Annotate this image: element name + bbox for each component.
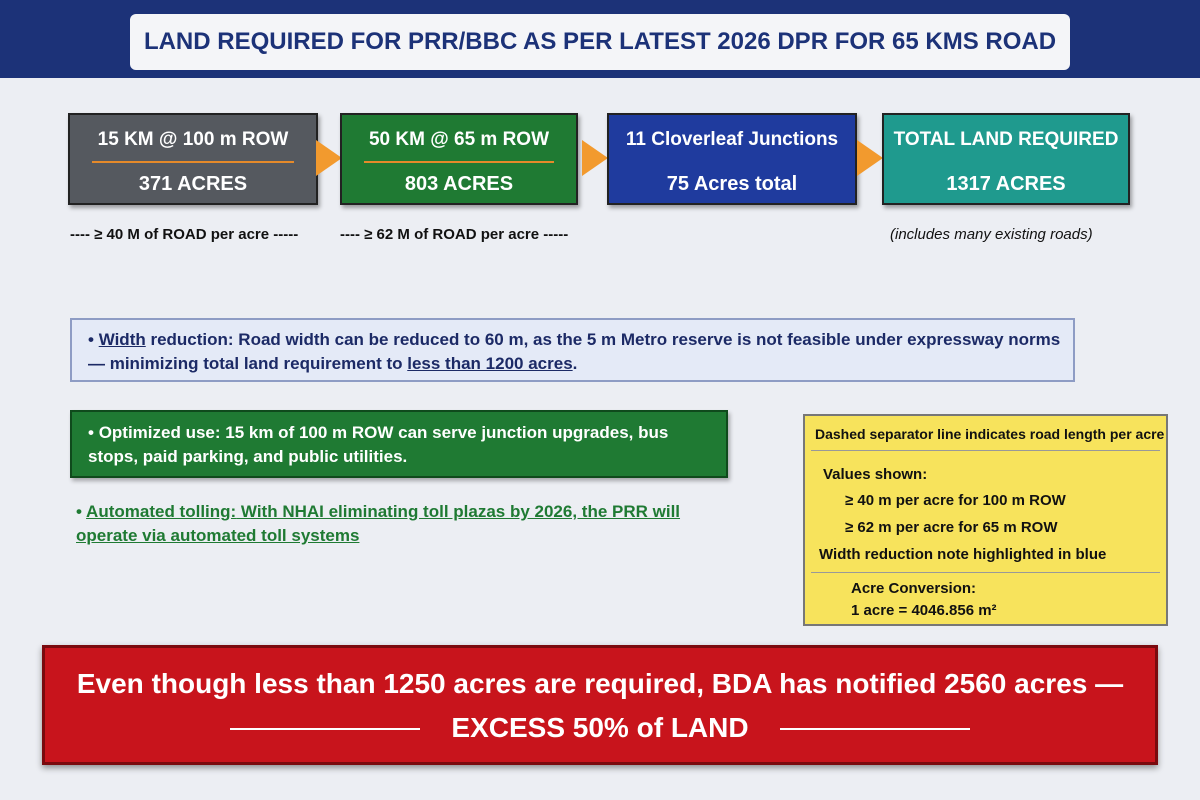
- box-top: 50 KM @ 65 m ROW: [368, 129, 550, 150]
- box-bottom: 75 Acres total: [666, 173, 798, 195]
- box: 11 Cloverleaf Junctions 75 Acres total: [607, 113, 857, 205]
- bullet-text: Automated tolling:: [86, 502, 237, 521]
- banner-text: EXCESS 50% of LAND: [451, 712, 749, 743]
- rule: [780, 728, 970, 730]
- legend-line: ≥ 40 m per acre for 100 m ROW: [845, 492, 1066, 509]
- box-top: TOTAL LAND REQUIRED: [893, 129, 1119, 150]
- legend-line: 1 acre = 4046.856 m²: [851, 602, 997, 619]
- bullet-box: Optimized use: 15 km of 100 m ROW can se…: [70, 410, 728, 478]
- box-top: 15 KM @ 100 m ROW: [97, 129, 289, 150]
- box-top: 11 Cloverleaf Junctions: [625, 129, 839, 150]
- box: 15 KM @ 100 m ROW 371 ACRES: [68, 113, 318, 205]
- header-title: LAND REQUIRED FOR PRR/BBC AS PER LATEST …: [130, 14, 1070, 70]
- banner-text: Even though less than 1250 acres are req…: [76, 668, 1124, 699]
- box: 50 KM @ 65 m ROW 803 ACRES: [340, 113, 578, 205]
- rule: [230, 728, 420, 730]
- divider: [364, 161, 554, 163]
- note: ---- ≥ 62 M of ROAD per acre -----: [340, 226, 569, 243]
- bullet-text: With NHAI eliminating toll plazas by 202…: [76, 502, 681, 545]
- legend-heading: Acre Conversion:: [851, 580, 977, 597]
- legend-title: Dashed separator line indicates road len…: [815, 426, 1165, 442]
- box: TOTAL LAND REQUIRED 1317 ACRES: [882, 113, 1130, 205]
- bullet-text: Width: [98, 330, 146, 349]
- divider: [811, 572, 1160, 573]
- legend-box: Dashed separator line indicates road len…: [803, 414, 1168, 626]
- bullet-text: less than 1200 acres: [407, 354, 573, 373]
- legend-heading: Values shown:: [823, 466, 928, 483]
- divider: [811, 450, 1160, 451]
- box-bottom: 1317 ACRES: [946, 173, 1066, 195]
- divider: [92, 161, 294, 163]
- arrow: [582, 140, 608, 176]
- legend-line: ≥ 62 m per acre for 65 m ROW: [845, 519, 1058, 536]
- arrow: [857, 140, 883, 176]
- box-bottom: 371 ACRES: [138, 173, 248, 195]
- note: ---- ≥ 40 M of ROAD per acre -----: [70, 226, 299, 243]
- box-bottom: 803 ACRES: [404, 173, 514, 195]
- legend-note: Width reduction note highlighted in blue: [819, 546, 1107, 563]
- banner: Even though less than 1250 acres are req…: [42, 645, 1158, 765]
- note: (includes many existing roads): [890, 226, 1093, 243]
- bullet-box: Width reduction: Road width can be reduc…: [70, 318, 1075, 382]
- bullet-text: Optimized use: 15 km of 100 m ROW can se…: [88, 423, 669, 466]
- bullet-text: reduction: Road width can be reduced to …: [88, 330, 1061, 373]
- bullet: Automated tolling: With NHAI eliminating…: [76, 500, 716, 548]
- arrow: [316, 140, 342, 176]
- bullet-text: .: [572, 354, 578, 373]
